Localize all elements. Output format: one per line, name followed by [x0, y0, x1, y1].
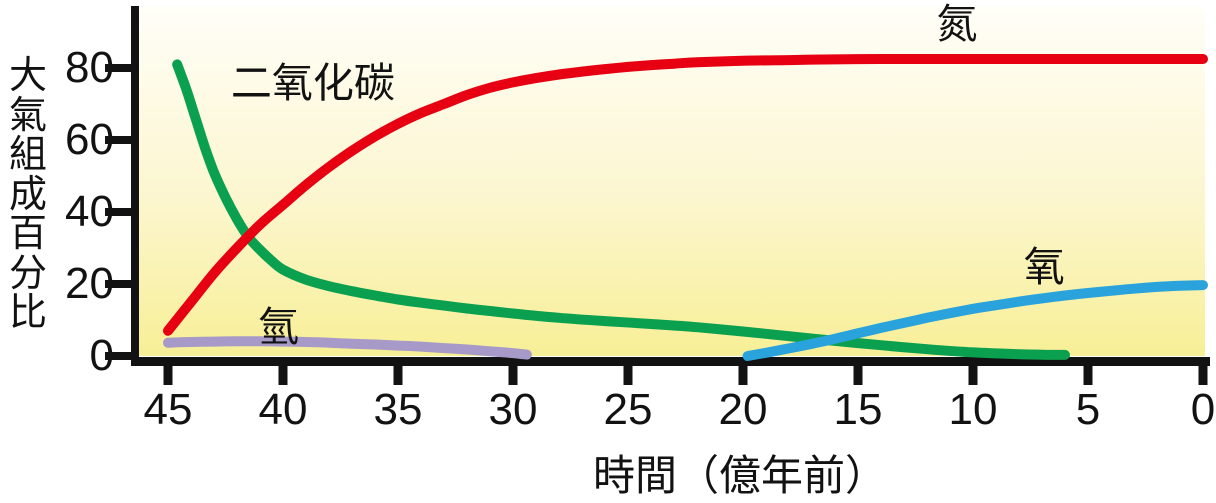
- x-tick: [968, 366, 978, 385]
- y-tick: [105, 136, 131, 144]
- y-tick-label: 0: [89, 331, 114, 380]
- x-tick: [278, 366, 288, 385]
- curves: [163, 53, 1208, 361]
- x-tick-label: 15: [833, 385, 883, 434]
- x-tick-label: 5: [1075, 385, 1101, 434]
- hydrogen-line: [163, 336, 532, 360]
- chart-plot: [105, 6, 1210, 385]
- x-tick: [623, 366, 633, 385]
- x-axis-spine: [131, 357, 1210, 366]
- x-tick-label: 30: [488, 385, 538, 434]
- x-tick-label: 10: [948, 385, 998, 434]
- y-tick: [105, 352, 131, 360]
- y-tick: [105, 208, 131, 216]
- axes: [105, 6, 1210, 385]
- y-axis-spine: [131, 6, 139, 366]
- x-tick-label: 35: [373, 385, 423, 434]
- x-tick: [738, 366, 748, 385]
- y-axis-title: 大氣組成百分比: [8, 55, 47, 334]
- y-tick-label: 40: [65, 187, 114, 236]
- x-tick-label: 20: [718, 385, 768, 434]
- y-tick: [105, 64, 131, 72]
- x-tick: [163, 366, 173, 385]
- series-label-carbon-dioxide: 二氧化碳: [230, 59, 395, 106]
- x-tick-label: 40: [258, 385, 308, 434]
- carbon-dioxide-line: [172, 59, 1070, 360]
- y-tick-label: 20: [65, 259, 114, 308]
- x-tick: [508, 366, 518, 385]
- x-tick-label: 45: [143, 385, 193, 434]
- x-tick: [393, 366, 403, 385]
- series-label-oxygen: 氧: [1023, 244, 1065, 291]
- x-tick: [853, 366, 863, 385]
- series-label-nitrogen: 氮: [936, 1, 978, 48]
- series-label-hydrogen: 氫: [257, 303, 299, 350]
- chart-canvas: 大氣組成百分比 時間（億年前） 80 60 40 20 0 45 40 35 30 25 20 15 1…: [8, 1, 1216, 499]
- x-tick-label: 25: [603, 385, 653, 434]
- oxygen-line: [742, 280, 1208, 361]
- x-tick: [1083, 366, 1093, 385]
- x-axis-title: 時間（億年前）: [592, 452, 887, 499]
- x-tick-label: 0: [1190, 385, 1216, 434]
- y-tick: [105, 280, 131, 288]
- y-tick-label: 80: [65, 43, 114, 92]
- x-tick: [1198, 366, 1208, 385]
- y-tick-label: 60: [65, 115, 114, 164]
- nitrogen-line: [163, 53, 1208, 336]
